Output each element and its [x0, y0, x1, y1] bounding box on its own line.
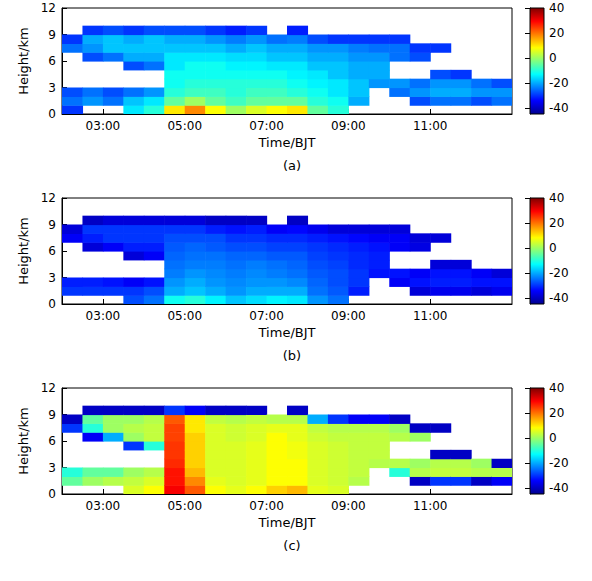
- svg-text:-40: -40: [549, 101, 569, 115]
- svg-text:03:00: 03:00: [86, 309, 121, 323]
- svg-text:-20: -20: [549, 266, 569, 280]
- svg-text:20: 20: [549, 26, 564, 40]
- svg-text:0: 0: [549, 431, 557, 445]
- svg-text:-20: -20: [549, 456, 569, 470]
- svg-text:09:00: 09:00: [331, 119, 366, 133]
- svg-text:07:00: 07:00: [249, 499, 284, 513]
- svg-text:0: 0: [48, 487, 56, 501]
- svg-text:0: 0: [549, 51, 557, 65]
- svg-text:9: 9: [48, 408, 56, 422]
- svg-text:(a): (a): [283, 158, 301, 173]
- svg-text:0: 0: [48, 297, 56, 311]
- svg-text:07:00: 07:00: [249, 309, 284, 323]
- svg-text:07:00: 07:00: [249, 119, 284, 133]
- svg-text:0: 0: [48, 107, 56, 121]
- svg-text:12: 12: [41, 1, 56, 15]
- svg-text:6: 6: [48, 54, 56, 68]
- svg-text:11:00: 11:00: [413, 119, 448, 133]
- svg-text:11:00: 11:00: [413, 309, 448, 323]
- svg-text:03:00: 03:00: [86, 119, 121, 133]
- svg-text:Height/km: Height/km: [16, 27, 31, 95]
- svg-text:12: 12: [41, 191, 56, 205]
- svg-text:11:00: 11:00: [413, 499, 448, 513]
- svg-text:40: 40: [549, 381, 564, 395]
- svg-text:6: 6: [48, 434, 56, 448]
- svg-text:Height/km: Height/km: [16, 217, 31, 285]
- svg-text:6: 6: [48, 244, 56, 258]
- svg-text:Time/BJT: Time/BJT: [258, 135, 316, 150]
- svg-text:(c): (c): [283, 538, 300, 553]
- svg-text:03:00: 03:00: [86, 499, 121, 513]
- svg-text:Time/BJT: Time/BJT: [258, 325, 316, 340]
- svg-text:40: 40: [549, 1, 564, 15]
- svg-text:3: 3: [48, 81, 56, 95]
- svg-text:Height/km: Height/km: [16, 407, 31, 475]
- svg-text:20: 20: [549, 406, 564, 420]
- svg-text:9: 9: [48, 218, 56, 232]
- svg-text:05:00: 05:00: [167, 499, 202, 513]
- svg-text:0: 0: [549, 241, 557, 255]
- svg-text:05:00: 05:00: [167, 119, 202, 133]
- svg-text:05:00: 05:00: [167, 309, 202, 323]
- svg-text:12: 12: [41, 381, 56, 395]
- svg-text:3: 3: [48, 461, 56, 475]
- svg-text:(b): (b): [283, 348, 301, 363]
- svg-text:20: 20: [549, 216, 564, 230]
- svg-text:09:00: 09:00: [331, 309, 366, 323]
- svg-text:-20: -20: [549, 76, 569, 90]
- svg-text:-40: -40: [549, 481, 569, 495]
- svg-text:9: 9: [48, 28, 56, 42]
- svg-text:09:00: 09:00: [331, 499, 366, 513]
- svg-text:Time/BJT: Time/BJT: [258, 515, 316, 530]
- svg-text:3: 3: [48, 271, 56, 285]
- svg-text:-40: -40: [549, 291, 569, 305]
- svg-text:40: 40: [549, 191, 564, 205]
